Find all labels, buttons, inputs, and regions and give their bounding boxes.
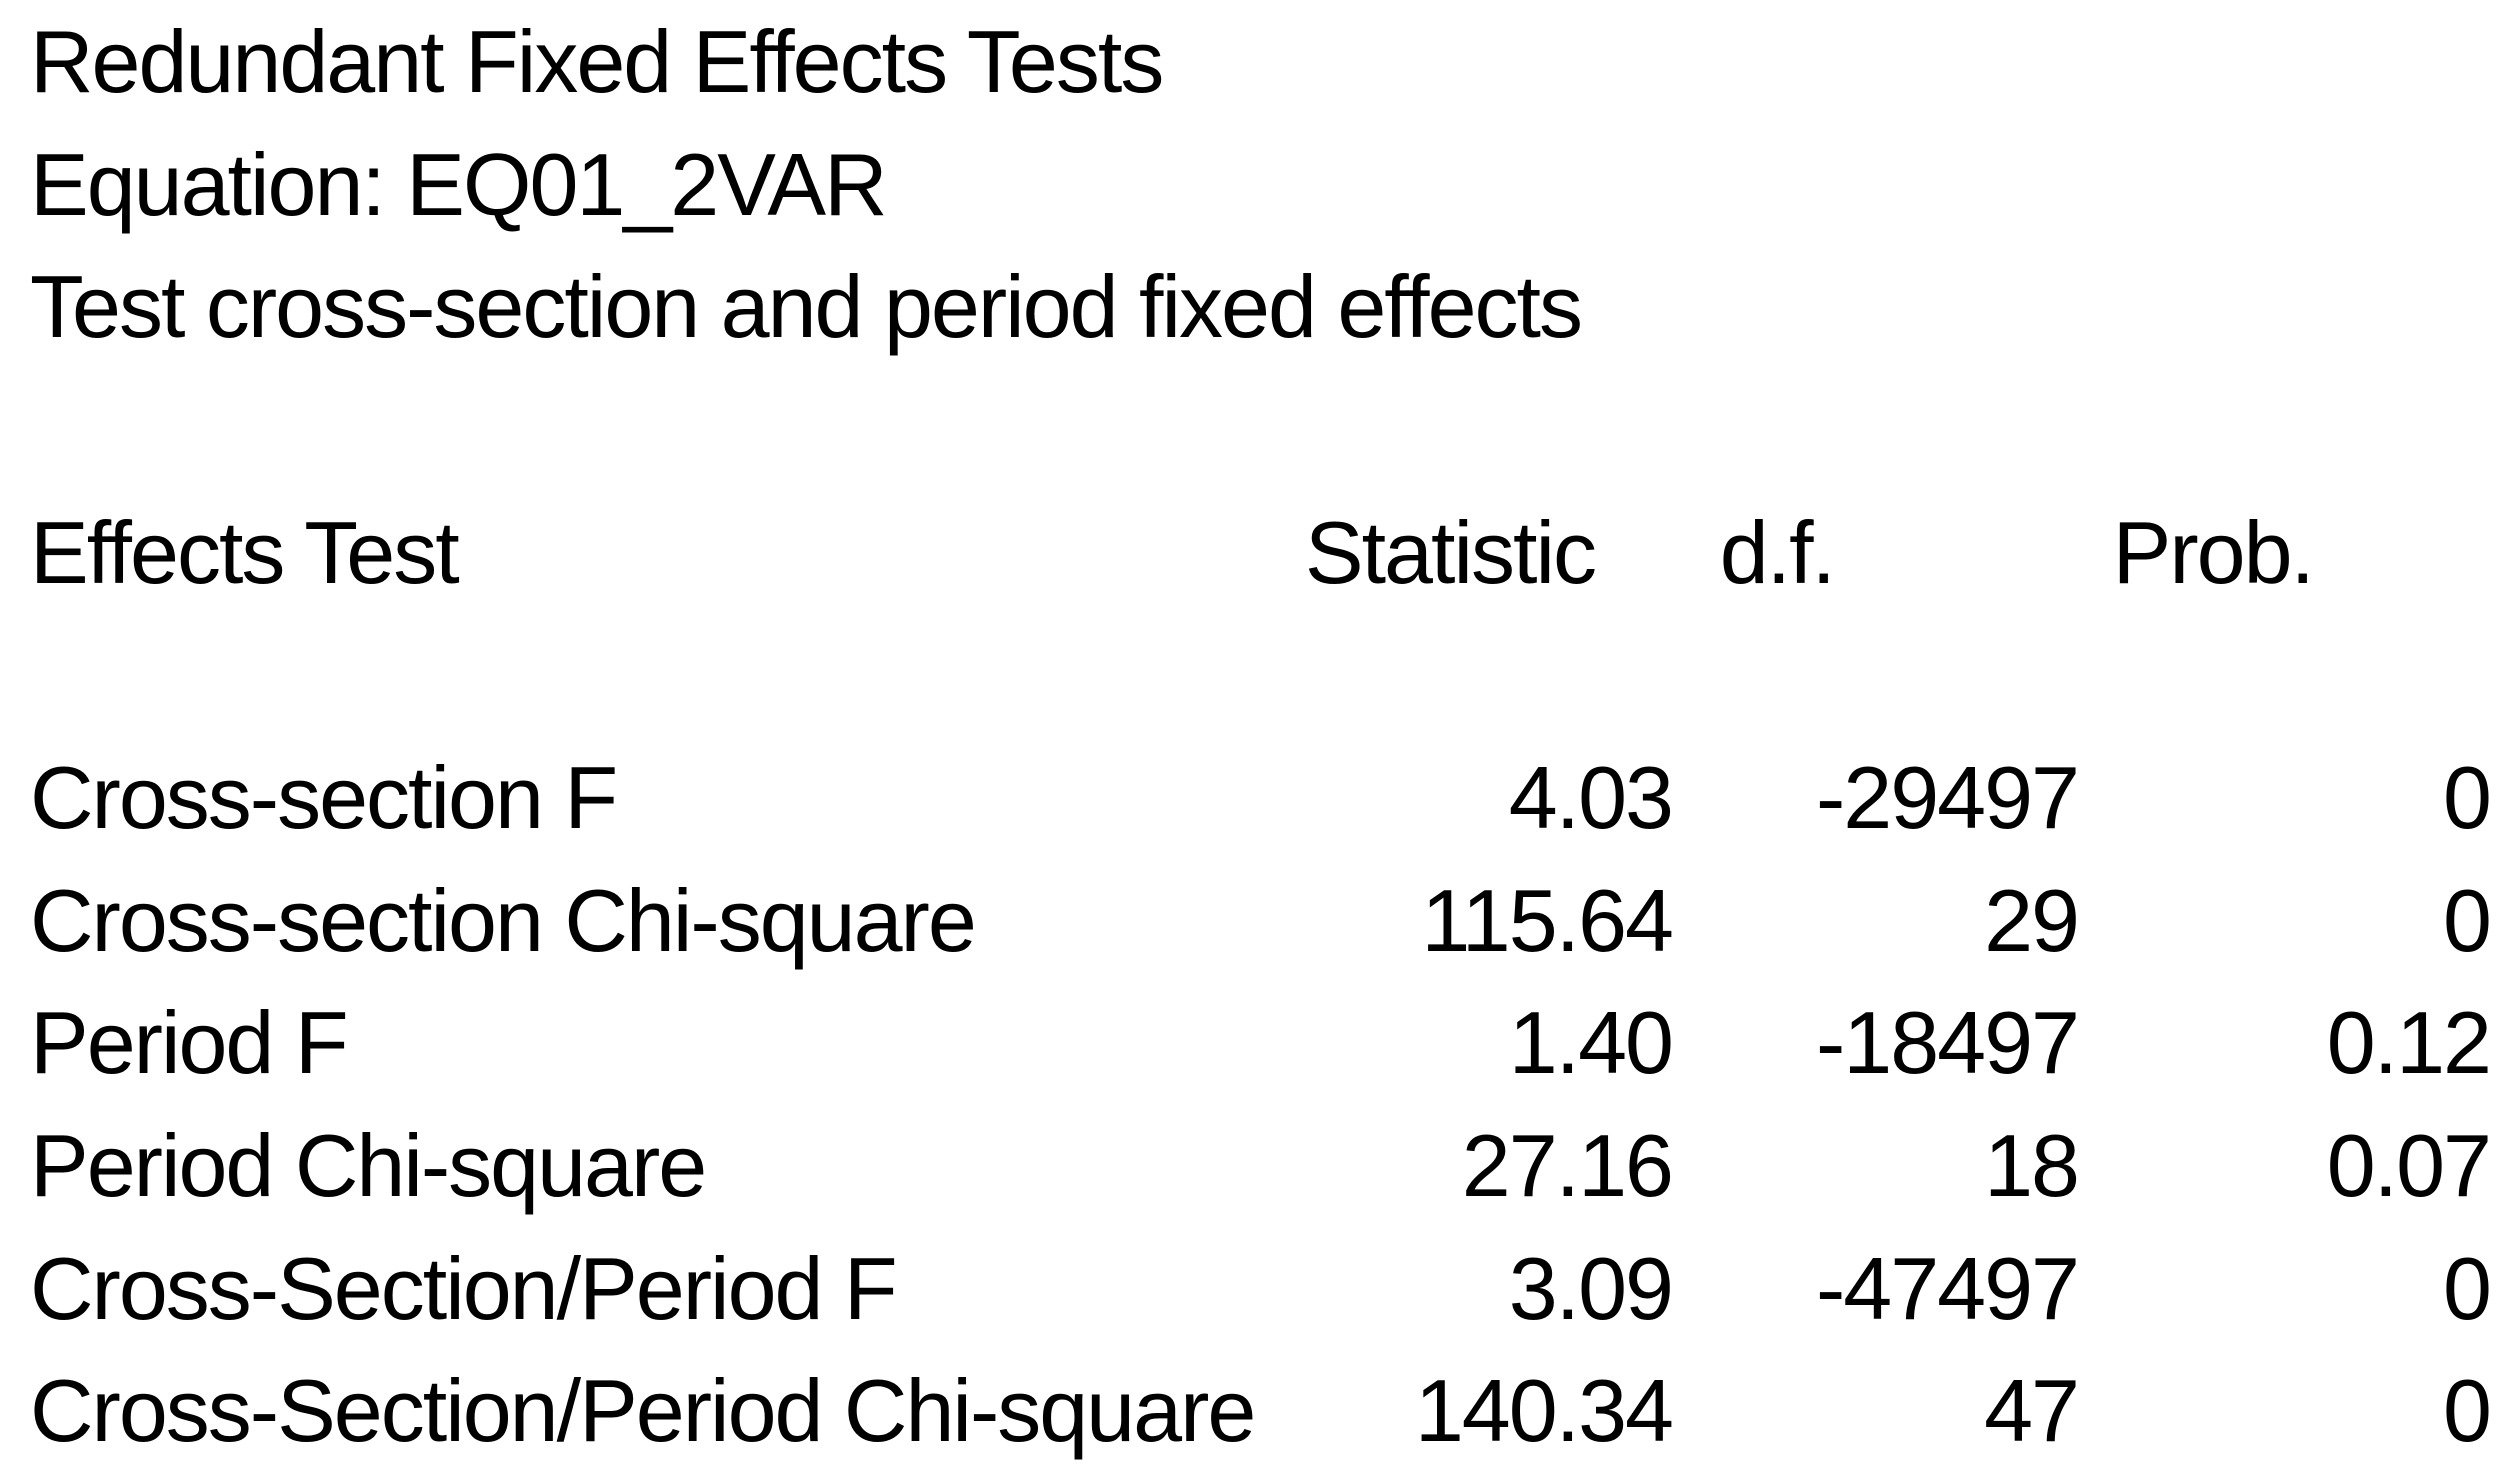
column-header-statistic: Statistic bbox=[1304, 503, 1597, 602]
row-label: Cross-Section/Period Chi-square bbox=[30, 1361, 1256, 1460]
prob-value: 0 bbox=[2443, 1361, 2492, 1460]
table-header-row: Effects Test Statistic d.f. Prob. bbox=[0, 491, 2504, 614]
table-row: Cross-section Chi-square 115.64 29 0 bbox=[0, 859, 2504, 982]
statistic-value: 140.34 bbox=[1414, 1361, 1674, 1460]
df-value: 18 bbox=[1984, 1116, 2080, 1215]
prob-value: 0.07 bbox=[2326, 1116, 2492, 1215]
table-row: Cross-Section/Period Chi-square 140.34 4… bbox=[0, 1349, 2504, 1472]
df-value: 29 bbox=[1984, 871, 2080, 970]
page-title: Redundant Fixed Effects Tests bbox=[30, 12, 1164, 111]
df-value: -29497 bbox=[1815, 748, 2080, 847]
prob-value: 0.12 bbox=[2326, 993, 2492, 1092]
df-value: 47 bbox=[1984, 1361, 2080, 1460]
equation-row: Equation: EQ01_2VAR bbox=[0, 123, 2504, 246]
statistic-value: 4.03 bbox=[1508, 748, 1674, 847]
column-header-prob: Prob. bbox=[2112, 503, 2315, 602]
table-row: Cross-section F 4.03 -29497 0 bbox=[0, 736, 2504, 859]
row-label: Period Chi-square bbox=[30, 1116, 707, 1215]
statistic-value: 3.09 bbox=[1508, 1239, 1674, 1338]
column-header-df: d.f. bbox=[1719, 503, 1836, 602]
row-label: Cross-section Chi-square bbox=[30, 871, 977, 970]
statistic-value: 27.16 bbox=[1461, 1116, 1674, 1215]
row-label: Cross-Section/Period F bbox=[30, 1239, 898, 1338]
table-row: Period Chi-square 27.16 18 0.07 bbox=[0, 1104, 2504, 1227]
statistic-value: 115.64 bbox=[1421, 871, 1674, 970]
df-value: -18497 bbox=[1815, 993, 2080, 1092]
test-description: Test cross-section and period fixed effe… bbox=[30, 257, 1583, 356]
equation-label: Equation: EQ01_2VAR bbox=[30, 135, 888, 234]
row-label: Period F bbox=[30, 993, 349, 1092]
row-label: Cross-section F bbox=[30, 748, 618, 847]
prob-value: 0 bbox=[2443, 871, 2492, 970]
table-row: Cross-Section/Period F 3.09 -47497 0 bbox=[0, 1227, 2504, 1350]
title-row: Redundant Fixed Effects Tests bbox=[0, 0, 2504, 123]
prob-value: 0 bbox=[2443, 1239, 2492, 1338]
column-header-effects-test: Effects Test bbox=[30, 503, 460, 602]
prob-value: 0 bbox=[2443, 748, 2492, 847]
description-row: Test cross-section and period fixed effe… bbox=[0, 245, 2504, 368]
statistic-value: 1.40 bbox=[1508, 993, 1674, 1092]
df-value: -47497 bbox=[1815, 1239, 2080, 1338]
table-row: Period F 1.40 -18497 0.12 bbox=[0, 981, 2504, 1104]
